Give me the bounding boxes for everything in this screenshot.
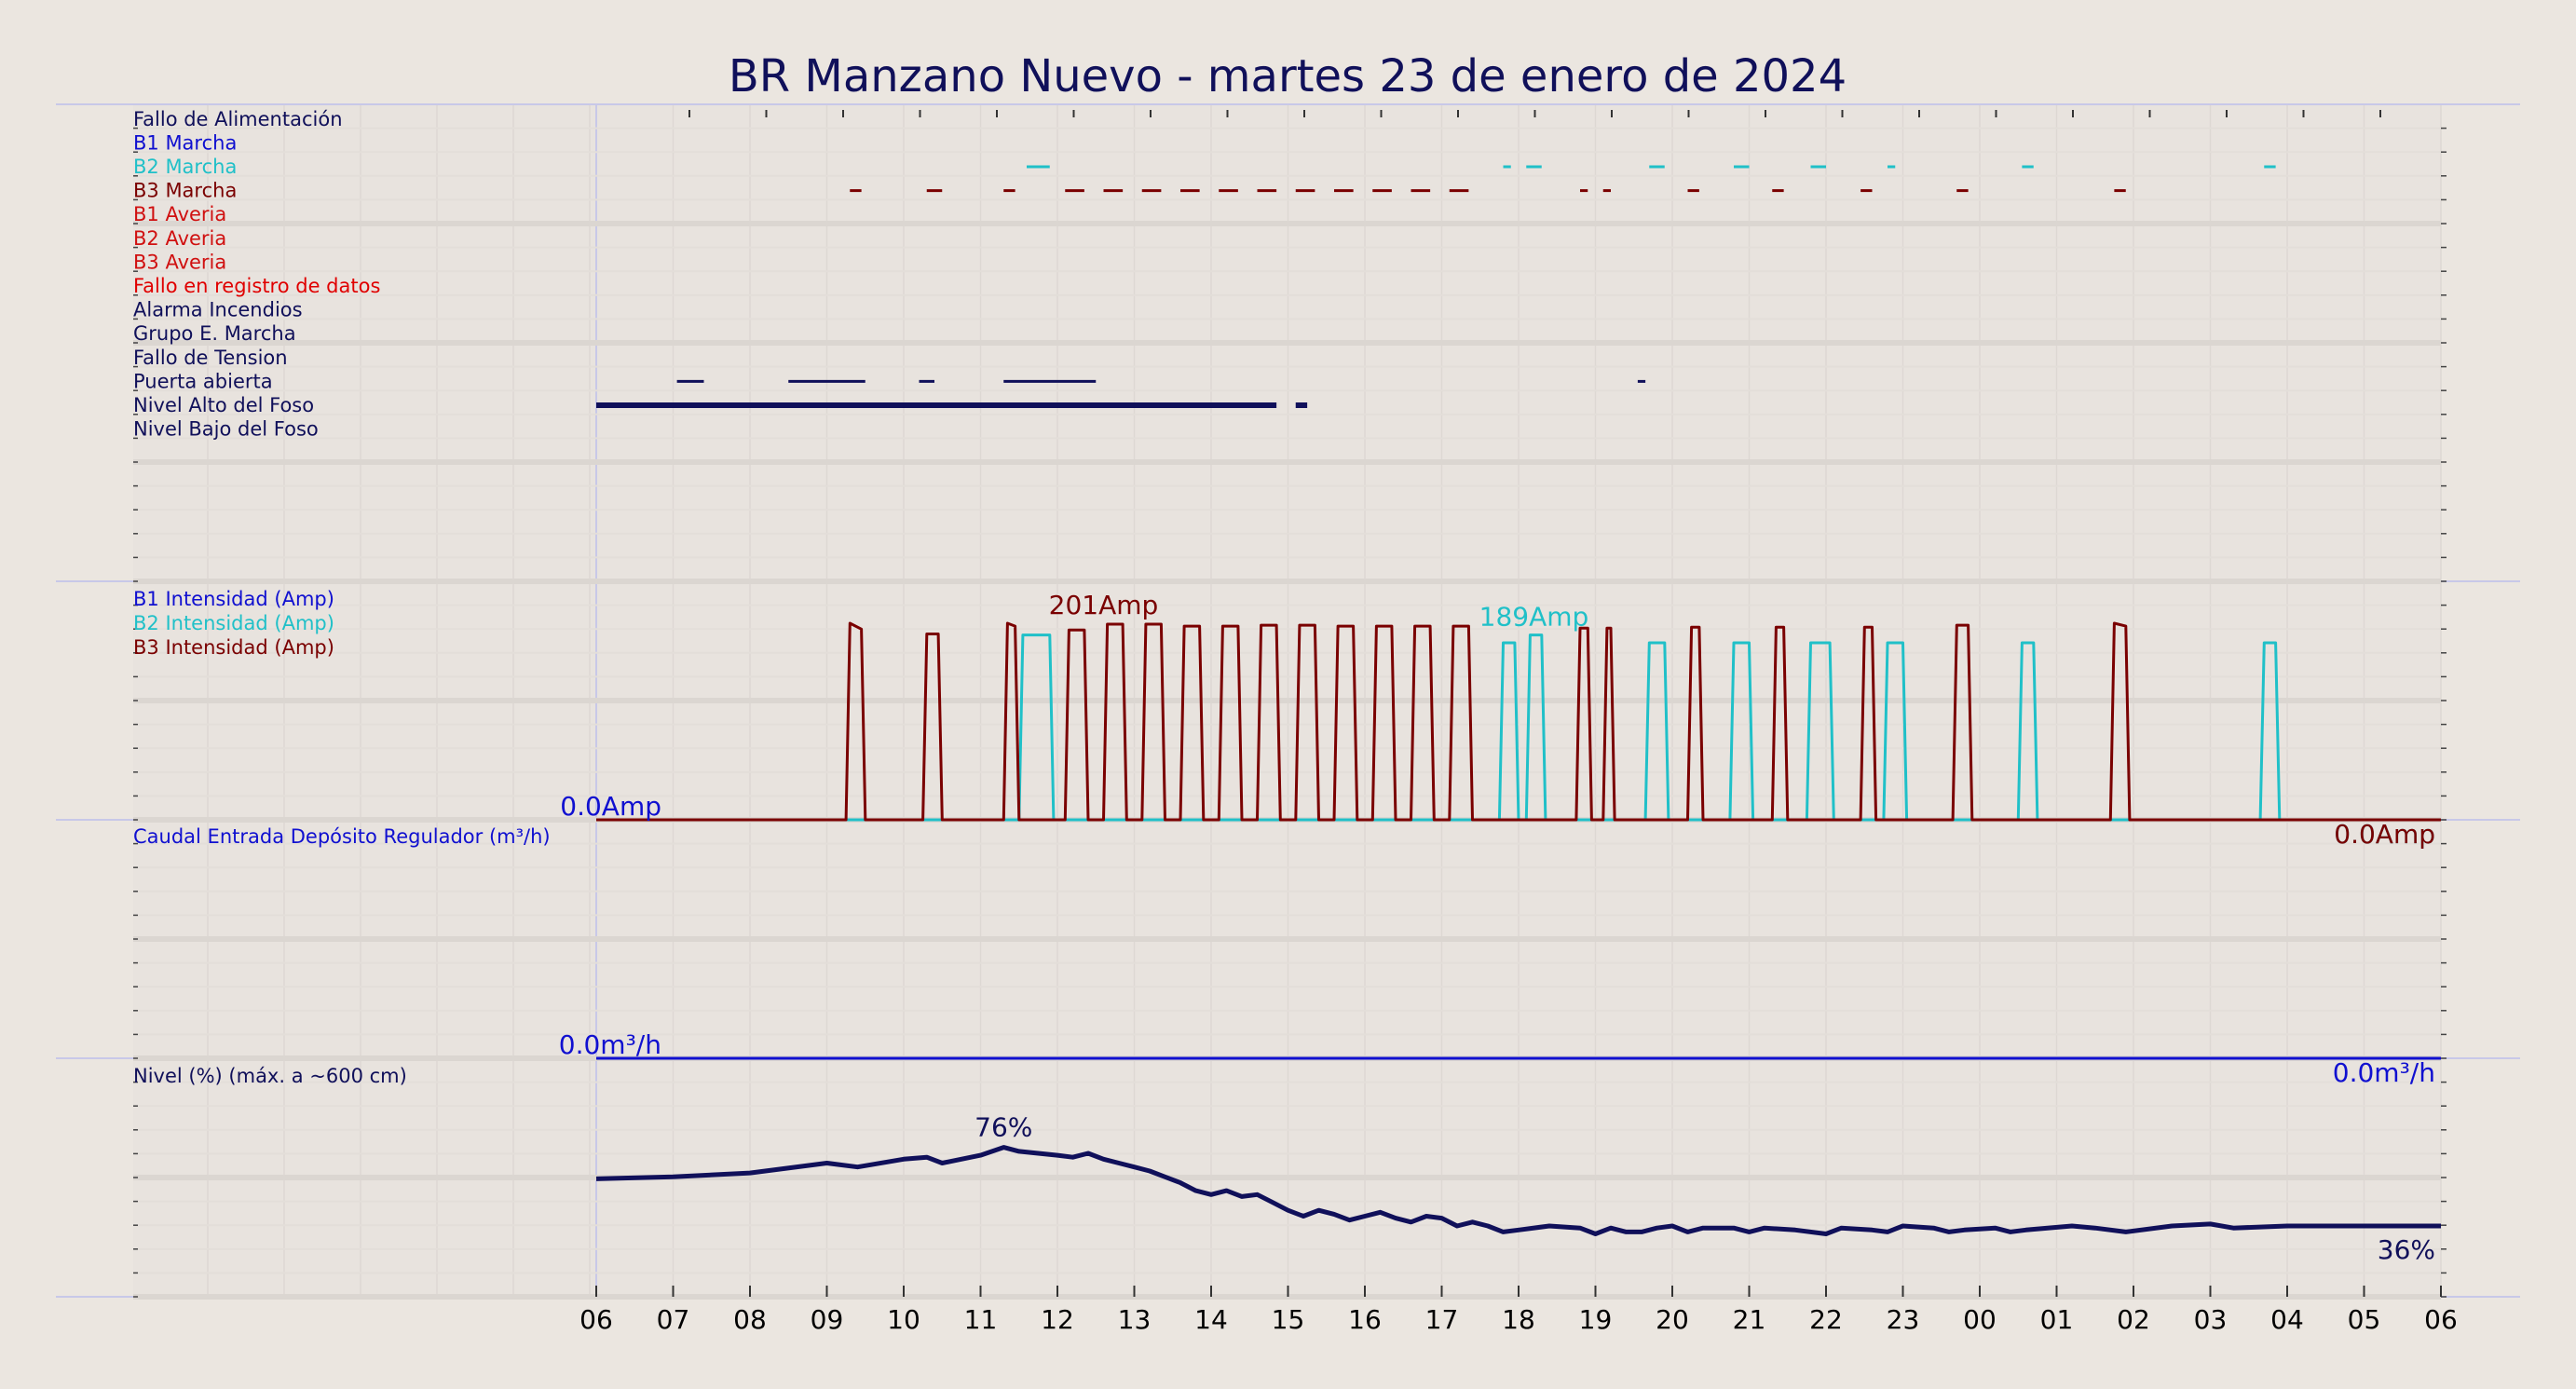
- series-label: B3 Intensidad (Amp): [133, 636, 334, 659]
- x-tick-label: 21: [1733, 1304, 1766, 1335]
- x-tick-label: 19: [1579, 1304, 1613, 1335]
- annotation-label: 0.0Amp: [560, 791, 661, 822]
- x-tick-label: 13: [1118, 1304, 1152, 1335]
- series-label: Caudal Entrada Depósito Regulador (m³/h): [133, 825, 551, 848]
- x-tick-label: 14: [1194, 1304, 1228, 1335]
- signal-label: Grupo E. Marcha: [133, 322, 296, 345]
- annotation-label: 76%: [975, 1112, 1032, 1143]
- x-tick-label: 06: [2424, 1304, 2458, 1335]
- grid: [56, 103, 2520, 1300]
- signal-label: B3 Averia: [133, 251, 226, 273]
- x-tick-label: 12: [1041, 1304, 1074, 1335]
- signal-label: Fallo de Tension: [133, 347, 288, 369]
- x-tick-label: 11: [964, 1304, 998, 1335]
- x-tick-label: 07: [657, 1304, 690, 1335]
- signal-label: B2 Marcha: [133, 156, 237, 178]
- signal-label: B1 Marcha: [133, 131, 237, 154]
- x-tick-label: 15: [1272, 1304, 1305, 1335]
- annotation-label: 189Amp: [1479, 602, 1589, 633]
- signal-label: B2 Averia: [133, 227, 226, 250]
- signal-label: B1 Averia: [133, 203, 226, 225]
- x-tick-label: 08: [733, 1304, 767, 1335]
- signal-label: Alarma Incendios: [133, 299, 303, 321]
- x-tick-label: 18: [1502, 1304, 1535, 1335]
- x-tick-label: 02: [2117, 1304, 2150, 1335]
- series-label: Nivel (%) (máx. a ~600 cm): [133, 1065, 407, 1087]
- series-line: [596, 633, 2441, 822]
- signal-label: Fallo en registro de datos: [133, 275, 380, 297]
- series-line: [596, 621, 2441, 822]
- series-label: B1 Intensidad (Amp): [133, 588, 334, 610]
- x-tick-label: 09: [811, 1304, 844, 1335]
- annotation-label: 36%: [2378, 1234, 2435, 1265]
- x-tick-label: 01: [2040, 1304, 2074, 1335]
- x-tick-label: 17: [1425, 1304, 1459, 1335]
- x-tick-label: 05: [2348, 1304, 2381, 1335]
- x-tick-label: 16: [1348, 1304, 1382, 1335]
- series-line: [595, 1145, 2441, 1236]
- x-tick-label: 04: [2270, 1304, 2304, 1335]
- annotation-label: 0.0Amp: [2334, 819, 2435, 850]
- x-tick-label: 23: [1887, 1304, 1920, 1335]
- annotation-label: 0.0m³/h: [2333, 1057, 2435, 1088]
- series-label: B2 Intensidad (Amp): [133, 612, 334, 634]
- x-tick-label: 20: [1656, 1304, 1689, 1335]
- plot-layers: [595, 165, 2441, 1236]
- annotation-label: 0.0Amp: [2334, 819, 2435, 850]
- signal-label: Fallo de Alimentación: [133, 108, 343, 130]
- signal-label: B3 Marcha: [133, 180, 237, 202]
- chart-title: BR Manzano Nuevo - martes 23 de enero de…: [729, 50, 1847, 102]
- x-tick-label: 03: [2194, 1304, 2228, 1335]
- x-tick-label: 10: [887, 1304, 920, 1335]
- annotation-label: 0.0m³/h: [559, 1029, 661, 1060]
- signal-label: Puerta abierta: [133, 370, 273, 392]
- x-axis: 06 07 08 09 10 11 12 13 14 15 16 17 18 19 20 21 22 23 00 01…: [579, 110, 2458, 1335]
- annotation-label: 201Amp: [1049, 590, 1159, 620]
- x-tick-label: 06: [579, 1304, 613, 1335]
- signal-label: Nivel Bajo del Foso: [133, 418, 319, 441]
- signal-label: Nivel Alto del Foso: [133, 394, 314, 416]
- x-tick-label: 22: [1809, 1304, 1843, 1335]
- x-tick-label: 00: [1963, 1304, 1997, 1335]
